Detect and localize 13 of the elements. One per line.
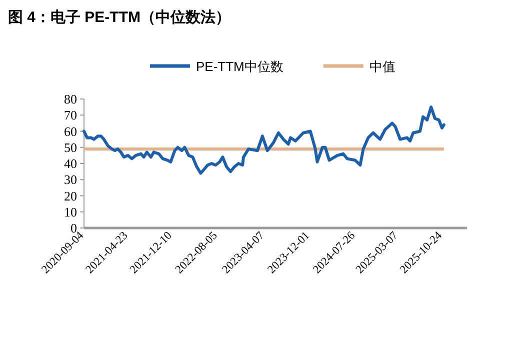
y-tick-label: 20 bbox=[64, 188, 77, 204]
y-tick-label: 80 bbox=[64, 92, 77, 106]
y-tick-label: 10 bbox=[64, 204, 77, 220]
y-tick-label: 40 bbox=[64, 156, 77, 171]
y-tick-label: 50 bbox=[64, 140, 77, 155]
y-tick-label: 0 bbox=[70, 220, 77, 236]
line-series bbox=[82, 106, 446, 175]
y-tick-label: 70 bbox=[64, 108, 77, 123]
chart-title: 图 4：电子 PE-TTM（中位数法） bbox=[8, 9, 231, 26]
legend-label: PE-TTM中位数 bbox=[196, 59, 284, 74]
y-tick-label: 30 bbox=[64, 172, 77, 188]
legend-label: 中值 bbox=[369, 59, 396, 74]
y-tick-label: 60 bbox=[64, 124, 77, 139]
